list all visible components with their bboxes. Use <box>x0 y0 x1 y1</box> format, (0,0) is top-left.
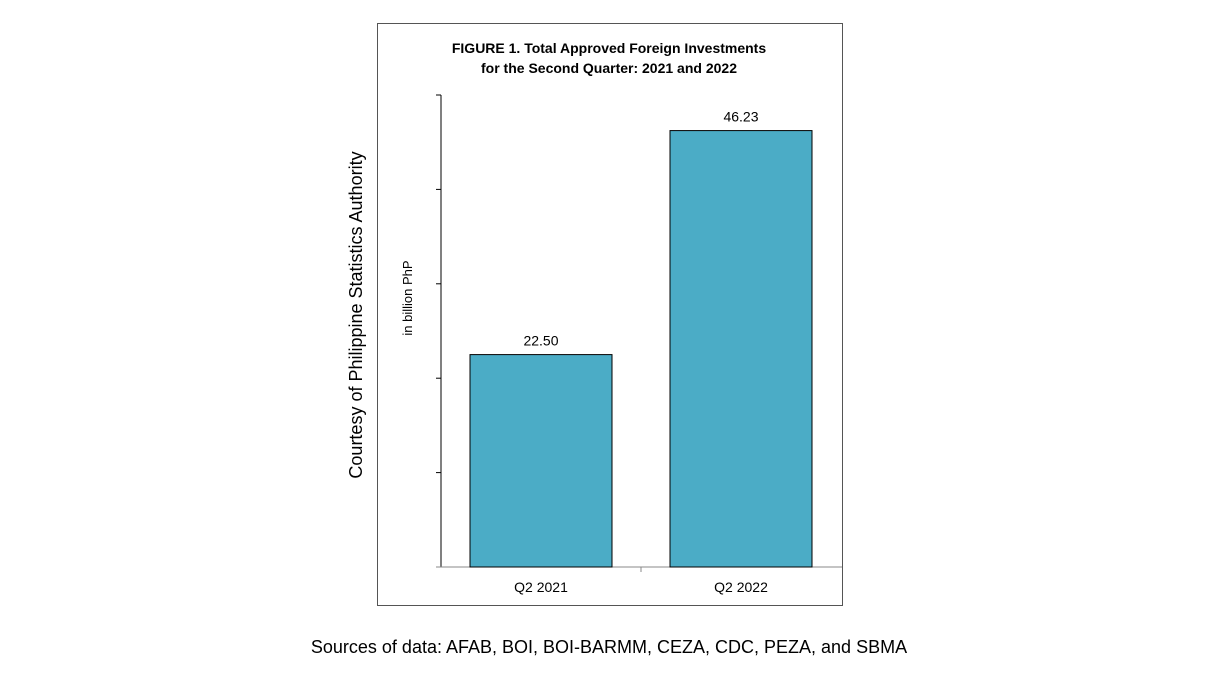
x-tick-label: Q2 2021 <box>514 579 568 595</box>
chart-title-line2: for the Second Quarter: 2021 and 2022 <box>481 60 737 76</box>
data-label: 46.23 <box>723 109 758 125</box>
plot-area: 22.50 Q2 2021 46.23 Q2 2022 <box>436 94 842 595</box>
sources-note: Sources of data: AFAB, BOI, BOI-BARMM, C… <box>311 637 907 657</box>
bar-q2-2022 <box>669 130 813 568</box>
y-axis-label: in billion PhP <box>400 260 415 335</box>
x-tick-label: Q2 2022 <box>714 579 768 595</box>
chart-title-line1: FIGURE 1. Total Approved Foreign Investm… <box>452 40 766 56</box>
side-caption: Courtesy of Philippine Statistics Author… <box>346 151 366 478</box>
bar-q2-2021 <box>469 354 613 568</box>
data-label: 22.50 <box>523 333 558 349</box>
